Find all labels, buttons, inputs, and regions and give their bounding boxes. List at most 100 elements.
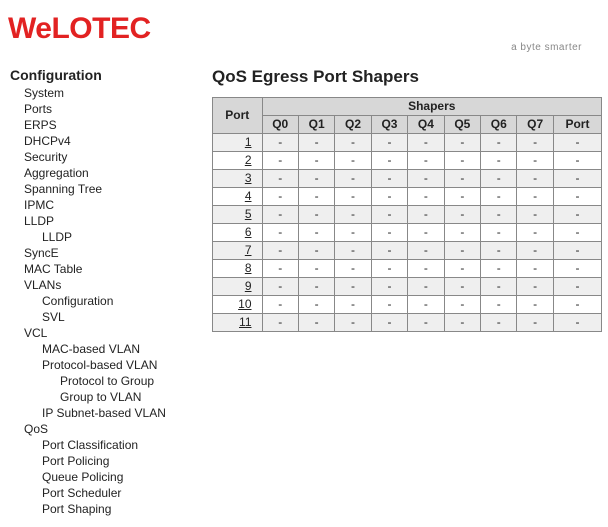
- shaper-cell: -: [553, 296, 601, 314]
- port-link-4[interactable]: 4: [245, 189, 252, 203]
- shapers-table: Port Shapers Q0Q1Q2Q3Q4Q5Q6Q7Port 1-----…: [212, 97, 602, 332]
- port-cell: 6: [213, 224, 263, 242]
- shaper-cell: -: [298, 278, 334, 296]
- shaper-cell: -: [408, 134, 444, 152]
- shaper-cell: -: [298, 134, 334, 152]
- shaper-cell: -: [444, 260, 480, 278]
- sidebar-item-protocol-based-vlan[interactable]: Protocol-based VLAN: [10, 357, 188, 373]
- shaper-cell: -: [335, 314, 371, 332]
- port-cell: 2: [213, 152, 263, 170]
- shaper-cell: -: [481, 242, 517, 260]
- shaper-cell: -: [481, 188, 517, 206]
- sidebar-item-mac-based-vlan[interactable]: MAC-based VLAN: [10, 341, 188, 357]
- sidebar-item-vcl[interactable]: VCL: [10, 325, 188, 341]
- shaper-cell: -: [517, 170, 553, 188]
- table-row: 1---------: [213, 134, 602, 152]
- shaper-cell: -: [335, 206, 371, 224]
- shaper-cell: -: [262, 278, 298, 296]
- shaper-cell: -: [408, 170, 444, 188]
- shapers-thead: Port Shapers Q0Q1Q2Q3Q4Q5Q6Q7Port: [213, 98, 602, 134]
- shaper-cell: -: [262, 134, 298, 152]
- shaper-cell: -: [371, 314, 407, 332]
- shaper-cell: -: [371, 206, 407, 224]
- port-link-10[interactable]: 10: [238, 297, 251, 311]
- shaper-cell: -: [262, 170, 298, 188]
- sidebar-item-group-to-vlan[interactable]: Group to VLAN: [10, 389, 188, 405]
- shaper-cell: -: [553, 314, 601, 332]
- sidebar-item-protocol-to-group[interactable]: Protocol to Group: [10, 373, 188, 389]
- port-link-9[interactable]: 9: [245, 279, 252, 293]
- sidebar-item-aggregation[interactable]: Aggregation: [10, 165, 188, 181]
- shaper-cell: -: [408, 296, 444, 314]
- port-link-5[interactable]: 5: [245, 207, 252, 221]
- shaper-cell: -: [444, 134, 480, 152]
- shaper-cell: -: [553, 188, 601, 206]
- sidebar-item-synce[interactable]: SyncE: [10, 245, 188, 261]
- shaper-cell: -: [371, 188, 407, 206]
- sidebar-item-port-policing[interactable]: Port Policing: [10, 453, 188, 469]
- page-title: QoS Egress Port Shapers: [212, 67, 602, 87]
- sidebar-item-security[interactable]: Security: [10, 149, 188, 165]
- table-row: 3---------: [213, 170, 602, 188]
- sidebar-item-ipmc[interactable]: IPMC: [10, 197, 188, 213]
- shapers-tbody: 1---------2---------3---------4---------…: [213, 134, 602, 332]
- shaper-cell: -: [481, 314, 517, 332]
- sidebar-item-mac-table[interactable]: MAC Table: [10, 261, 188, 277]
- table-row: 8---------: [213, 260, 602, 278]
- shaper-cell: -: [517, 278, 553, 296]
- port-link-3[interactable]: 3: [245, 171, 252, 185]
- shaper-cell: -: [298, 170, 334, 188]
- port-link-11[interactable]: 11: [239, 315, 251, 329]
- sidebar-item-spanning-tree[interactable]: Spanning Tree: [10, 181, 188, 197]
- sidebar-item-lldp[interactable]: LLDP: [10, 229, 188, 245]
- shaper-cell: -: [408, 152, 444, 170]
- shaper-cell: -: [298, 188, 334, 206]
- shaper-cell: -: [335, 260, 371, 278]
- shaper-cell: -: [262, 206, 298, 224]
- shaper-cell: -: [444, 314, 480, 332]
- sidebar-item-vlans[interactable]: VLANs: [10, 277, 188, 293]
- shaper-cell: -: [262, 296, 298, 314]
- col-header-q1: Q1: [298, 116, 334, 134]
- col-header-q2: Q2: [335, 116, 371, 134]
- shaper-cell: -: [408, 314, 444, 332]
- shaper-cell: -: [517, 242, 553, 260]
- sidebar-item-lldp[interactable]: LLDP: [10, 213, 188, 229]
- sidebar-item-configuration[interactable]: Configuration: [10, 293, 188, 309]
- shaper-cell: -: [517, 314, 553, 332]
- sidebar-item-ports[interactable]: Ports: [10, 101, 188, 117]
- port-link-1[interactable]: 1: [245, 135, 252, 149]
- logo-block: WeLOTEC a byte smarter: [0, 0, 608, 53]
- sidebar-item-system[interactable]: System: [10, 85, 188, 101]
- shaper-cell: -: [444, 206, 480, 224]
- shaper-cell: -: [517, 260, 553, 278]
- sidebar-item-dhcpv4[interactable]: DHCPv4: [10, 133, 188, 149]
- sidebar-item-erps[interactable]: ERPS: [10, 117, 188, 133]
- sidebar-item-ip-subnet-based-vlan[interactable]: IP Subnet-based VLAN: [10, 405, 188, 421]
- port-link-6[interactable]: 6: [245, 225, 252, 239]
- port-cell: 1: [213, 134, 263, 152]
- port-cell: 10: [213, 296, 263, 314]
- sidebar-item-port-scheduler[interactable]: Port Scheduler: [10, 485, 188, 501]
- sidebar-item-queue-policing[interactable]: Queue Policing: [10, 469, 188, 485]
- shaper-cell: -: [371, 134, 407, 152]
- port-link-7[interactable]: 7: [245, 243, 252, 257]
- shaper-cell: -: [298, 206, 334, 224]
- shaper-cell: -: [444, 242, 480, 260]
- sidebar-item-port-shaping[interactable]: Port Shaping: [10, 501, 188, 517]
- sidebar-item-qos[interactable]: QoS: [10, 421, 188, 437]
- sidebar-item-port-classification[interactable]: Port Classification: [10, 437, 188, 453]
- shaper-cell: -: [335, 170, 371, 188]
- content: QoS Egress Port Shapers Port Shapers Q0Q…: [188, 67, 602, 332]
- shaper-cell: -: [553, 170, 601, 188]
- shaper-cell: -: [481, 134, 517, 152]
- table-row: 10---------: [213, 296, 602, 314]
- table-row: 4---------: [213, 188, 602, 206]
- shaper-cell: -: [371, 296, 407, 314]
- col-header-q5: Q5: [444, 116, 480, 134]
- shaper-cell: -: [553, 242, 601, 260]
- port-link-2[interactable]: 2: [245, 153, 252, 167]
- port-link-8[interactable]: 8: [245, 261, 252, 275]
- sidebar-item-svl[interactable]: SVL: [10, 309, 188, 325]
- table-row: 9---------: [213, 278, 602, 296]
